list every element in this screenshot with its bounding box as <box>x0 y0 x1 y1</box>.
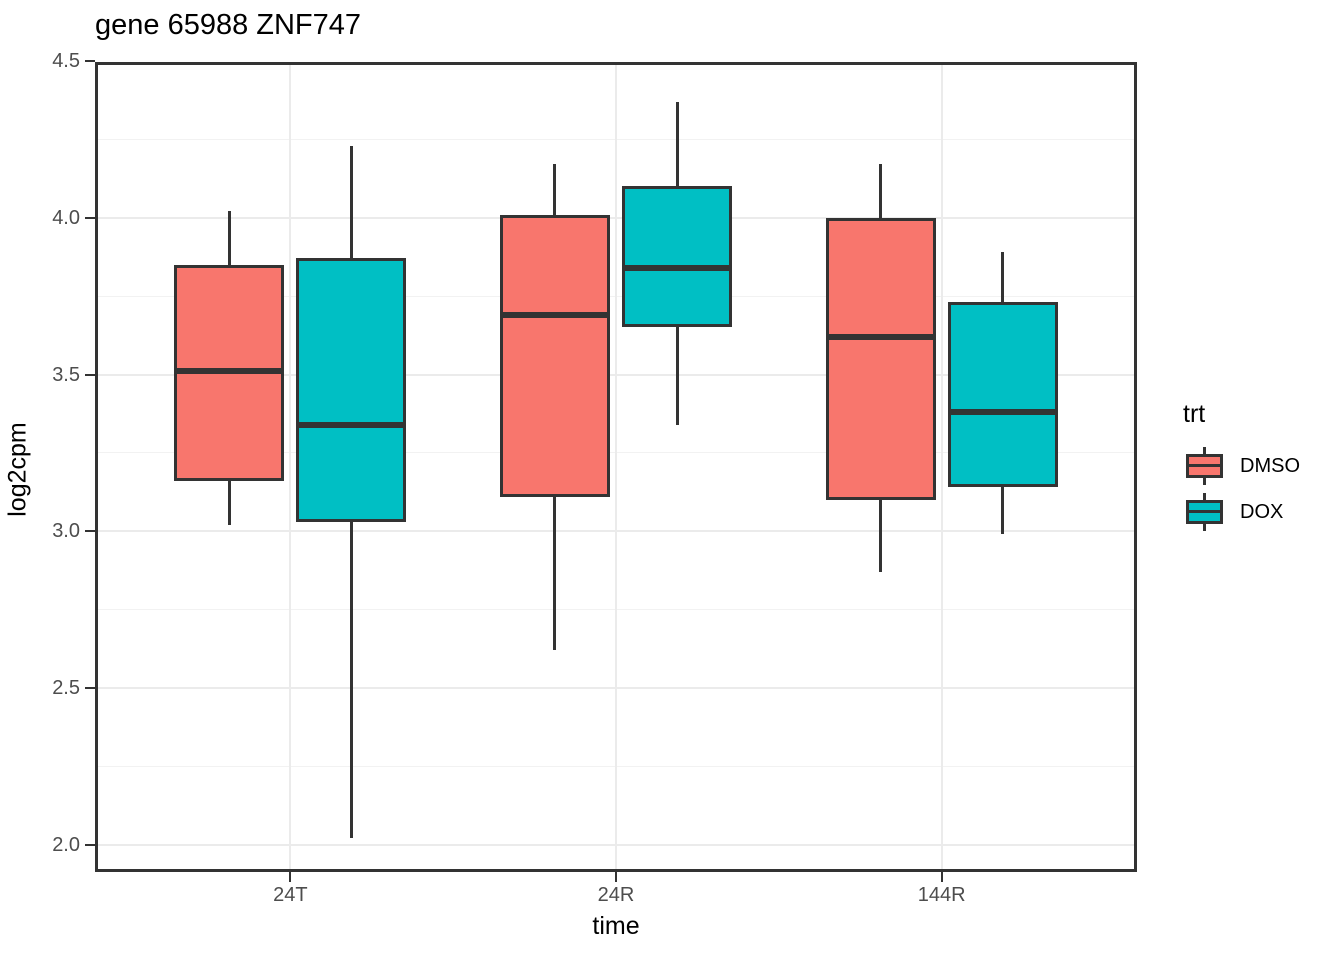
x-tick-label: 24R <box>597 884 635 906</box>
y-tick-label: 2.5 <box>52 676 80 699</box>
y-axis-title: log2cpm <box>3 422 32 517</box>
legend-key-median <box>1189 510 1220 513</box>
gridline-vertical <box>940 65 943 869</box>
boxplot-median-dmso-24R <box>502 311 607 318</box>
boxplot-box-dmso-24R <box>499 214 610 497</box>
y-axis-tick <box>85 686 95 689</box>
legend-key-median <box>1189 464 1220 467</box>
boxplot-median-dox-24T <box>299 421 404 428</box>
boxplot-median-dox-144R <box>950 409 1055 416</box>
x-tick-label: 24T <box>273 884 308 906</box>
plot-panel <box>95 62 1137 872</box>
gridline-vertical <box>289 65 292 869</box>
y-axis-tick <box>85 373 95 376</box>
x-tick-label: 144R <box>917 884 966 906</box>
legend-label-dox: DOX <box>1240 501 1284 523</box>
plot-title: gene 65988 ZNF747 <box>95 9 362 41</box>
y-axis-tick <box>85 843 95 846</box>
gridline-vertical <box>615 65 617 869</box>
y-axis-tick <box>85 530 95 533</box>
legend-label-dmso: DMSO <box>1240 455 1300 477</box>
boxplot-median-dox-24R <box>625 264 730 271</box>
legend-key-dmso <box>1186 447 1223 485</box>
legend-title: trt <box>1183 400 1206 428</box>
x-axis-tick <box>289 872 292 882</box>
y-tick-label: 3.0 <box>52 520 80 543</box>
x-axis-title: time <box>592 912 640 940</box>
boxplot-box-dox-144R <box>947 302 1058 488</box>
y-axis-tick <box>85 216 95 219</box>
legend-key-dox <box>1186 493 1223 531</box>
boxplot-median-dmso-144R <box>828 333 933 340</box>
y-axis-tick <box>85 60 95 63</box>
y-tick-label: 4.0 <box>52 206 80 229</box>
boxplot-median-dmso-24T <box>177 368 282 375</box>
boxplot-box-dox-24T <box>296 258 407 522</box>
boxplot-box-dmso-144R <box>825 217 936 500</box>
y-tick-label: 2.0 <box>52 833 80 856</box>
boxplot-box-dox-24R <box>622 186 733 328</box>
x-axis-tick <box>615 872 617 882</box>
x-axis-tick <box>940 872 943 882</box>
y-tick-label: 4.5 <box>52 50 80 73</box>
y-tick-label: 3.5 <box>52 363 80 386</box>
